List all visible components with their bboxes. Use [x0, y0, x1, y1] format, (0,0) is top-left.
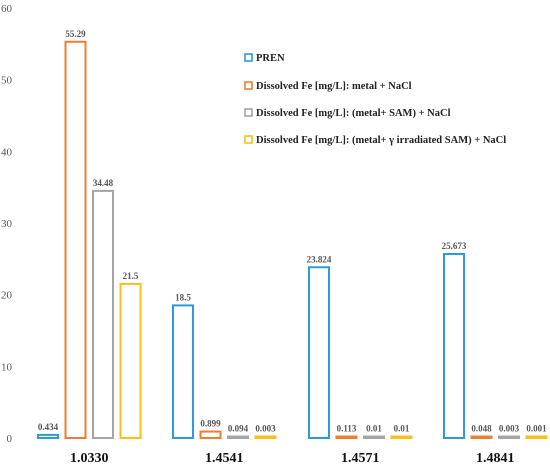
bar: [37, 433, 59, 440]
y-axis: 0 10 20 30 40 50 60: [1, 3, 13, 445]
legend-swatch: [244, 108, 253, 117]
bar: [363, 435, 385, 439]
bar: [443, 253, 465, 439]
data-label: 0.434: [38, 422, 59, 432]
legend-label: PREN: [256, 53, 285, 64]
data-label: 34.48: [93, 178, 114, 188]
y-tick-label: 40: [1, 146, 13, 158]
y-tick-label: 0: [7, 433, 13, 445]
data-label: 0.899: [200, 419, 221, 429]
bar: [390, 435, 413, 439]
data-label: 23.824: [307, 254, 332, 264]
bar: [172, 304, 194, 439]
legend-label: Dissolved Fe [mg/L]: (metal+ SAM) + NaCl: [256, 108, 451, 119]
data-label: 25.673: [442, 241, 467, 251]
bar: [470, 435, 493, 439]
data-label: 18.5: [175, 292, 191, 302]
data-label: 0.094: [228, 424, 249, 434]
bar: [64, 40, 87, 439]
x-tick-label: 1.4841: [476, 451, 515, 466]
data-label: 21.5: [123, 271, 139, 281]
bar: [308, 266, 330, 439]
legend: PREN Dissolved Fe [mg/L]: metal + NaCl Dis…: [244, 53, 506, 146]
x-tick-label: 1.0330: [70, 451, 109, 466]
data-label: 0.048: [471, 424, 492, 434]
data-label: 0.003: [499, 424, 520, 434]
y-tick-label: 10: [1, 361, 13, 373]
legend-swatch: [244, 135, 253, 144]
y-tick-label: 20: [1, 290, 13, 302]
y-tick-label: 60: [1, 3, 13, 15]
data-label: 0.113: [337, 424, 357, 434]
data-label: 0.01: [394, 424, 410, 434]
bar: [227, 435, 249, 439]
data-label: 0.003: [255, 424, 276, 434]
data-label: 55.29: [65, 29, 86, 39]
y-tick-label: 50: [1, 75, 13, 87]
data-labels: 0.434 55.29 34.48 21.5 18.5 0.899 0.094 0.003 23…: [38, 29, 547, 434]
bar: [92, 189, 114, 439]
x-tick-label: 1.4571: [341, 451, 380, 466]
bars: [37, 40, 548, 440]
legend-label: Dissolved Fe [mg/L]: metal + NaCl: [256, 81, 412, 92]
bar: [199, 430, 222, 439]
bar: [525, 435, 548, 439]
legend-label: Dissolved Fe [mg/L]: (metal+ γ irradiate…: [256, 135, 506, 146]
data-label: 0.001: [526, 424, 547, 434]
x-tick-label: 1.4541: [205, 451, 244, 466]
bar: [498, 435, 520, 439]
bar: [335, 435, 358, 439]
data-label: 0.01: [366, 424, 382, 434]
y-tick-label: 30: [1, 218, 13, 230]
x-axis: 1.0330 1.4541 1.4571 1.4841: [70, 451, 515, 466]
bar: [119, 282, 142, 439]
legend-swatch: [244, 53, 253, 62]
legend-swatch: [244, 81, 253, 90]
bar: [254, 435, 277, 439]
